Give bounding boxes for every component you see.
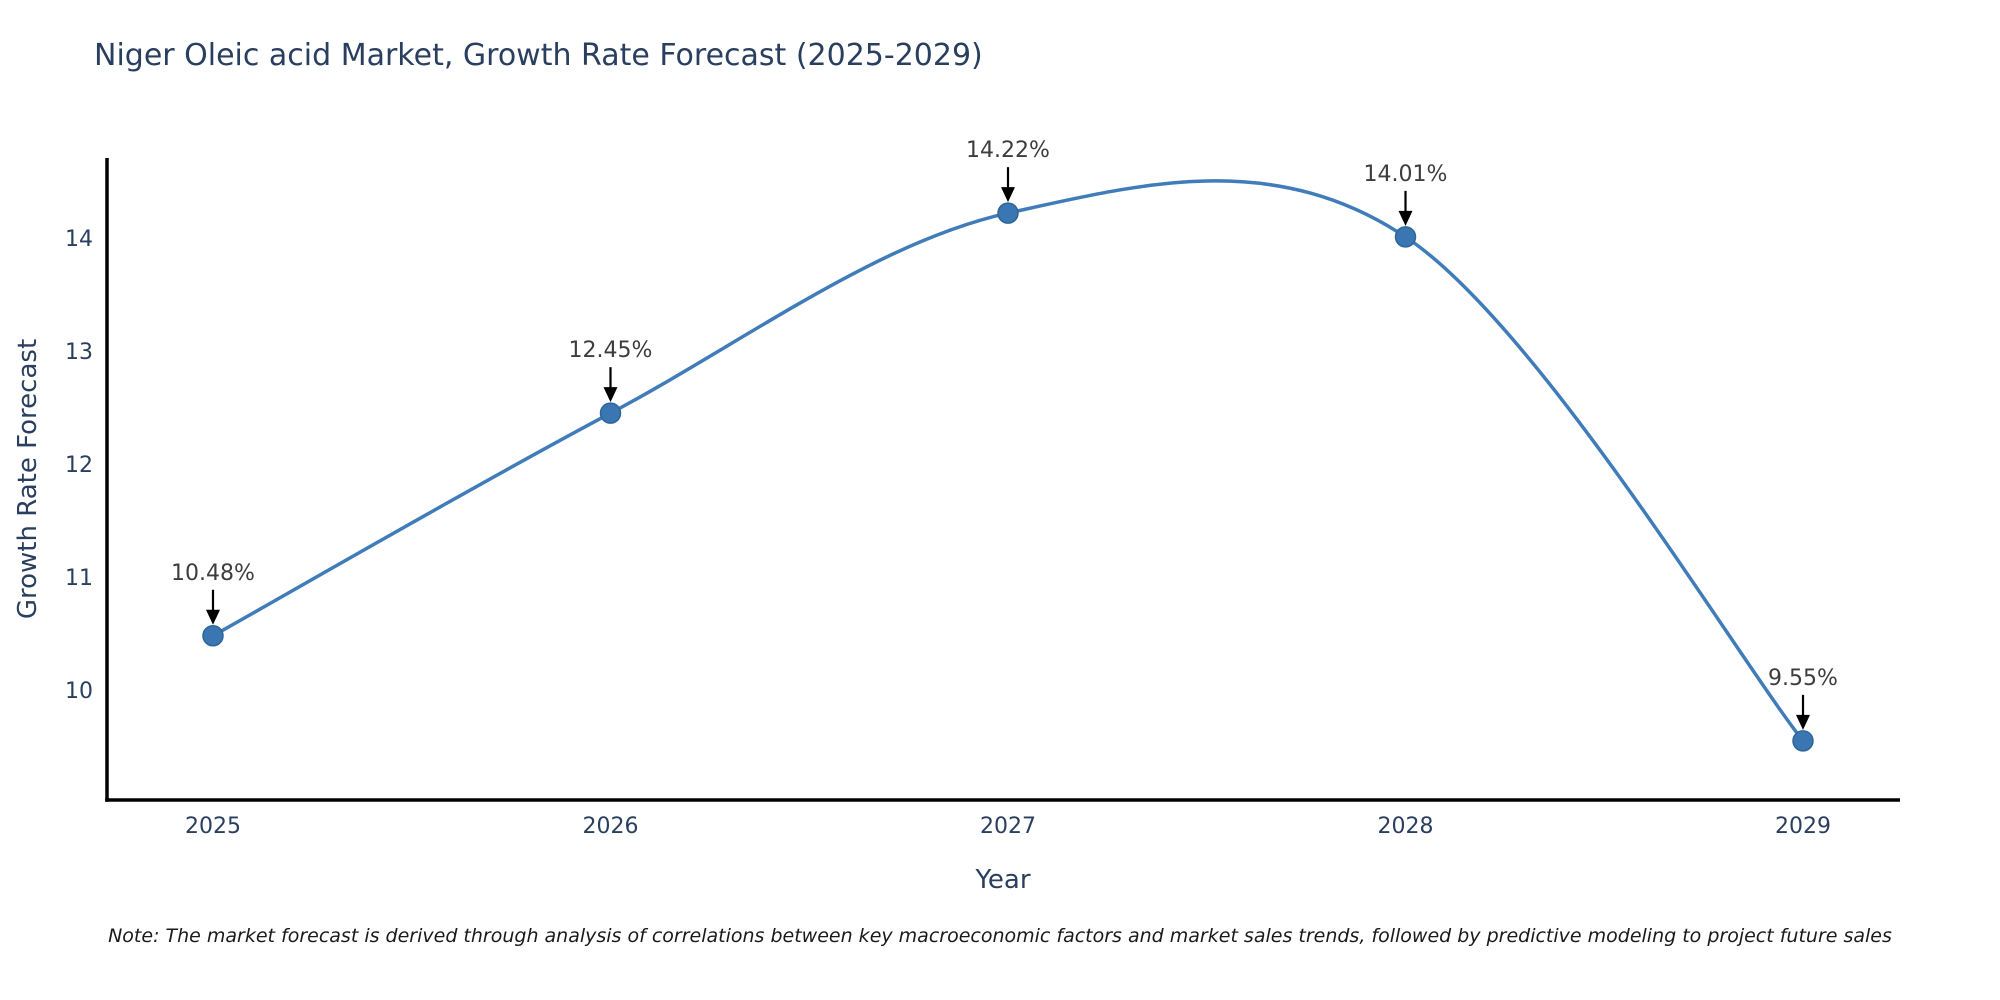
data-point-marker bbox=[202, 625, 224, 647]
point-value-label: 9.55% bbox=[1768, 666, 1838, 691]
chart-title: Niger Oleic acid Market, Growth Rate For… bbox=[94, 38, 983, 73]
x-tick-label: 2027 bbox=[980, 814, 1036, 839]
x-tick-label: 2029 bbox=[1775, 814, 1831, 839]
point-value-label: 12.45% bbox=[569, 338, 653, 363]
x-tick-label: 2028 bbox=[1378, 814, 1434, 839]
x-tick-label: 2026 bbox=[583, 814, 639, 839]
point-value-label: 14.22% bbox=[966, 138, 1050, 163]
x-axis-title: Year bbox=[975, 865, 1031, 895]
annotation-arrowhead bbox=[206, 609, 220, 625]
annotation-arrowhead bbox=[1001, 187, 1015, 203]
chart-footnote: Note: The market forecast is derived thr… bbox=[108, 925, 1892, 947]
y-tick-label: 13 bbox=[65, 340, 93, 365]
y-axis-title: Growth Rate Forecast bbox=[13, 338, 43, 620]
data-point-marker bbox=[1792, 730, 1814, 752]
y-tick-label: 14 bbox=[65, 227, 93, 252]
y-tick-label: 10 bbox=[65, 679, 93, 704]
annotation-arrowhead bbox=[1796, 714, 1810, 730]
point-value-label: 10.48% bbox=[171, 561, 255, 586]
data-point-marker bbox=[599, 402, 622, 424]
point-value-label: 14.01% bbox=[1364, 162, 1448, 187]
x-tick-label: 2025 bbox=[185, 814, 241, 839]
data-point-marker bbox=[997, 202, 1019, 224]
data-point-marker bbox=[1394, 226, 1417, 248]
y-tick-label: 12 bbox=[65, 453, 93, 478]
y-tick-label: 11 bbox=[65, 566, 93, 591]
growth-rate-series-line bbox=[211, 179, 1805, 743]
annotation-arrowhead bbox=[603, 387, 618, 403]
annotation-arrowhead bbox=[1398, 210, 1413, 226]
